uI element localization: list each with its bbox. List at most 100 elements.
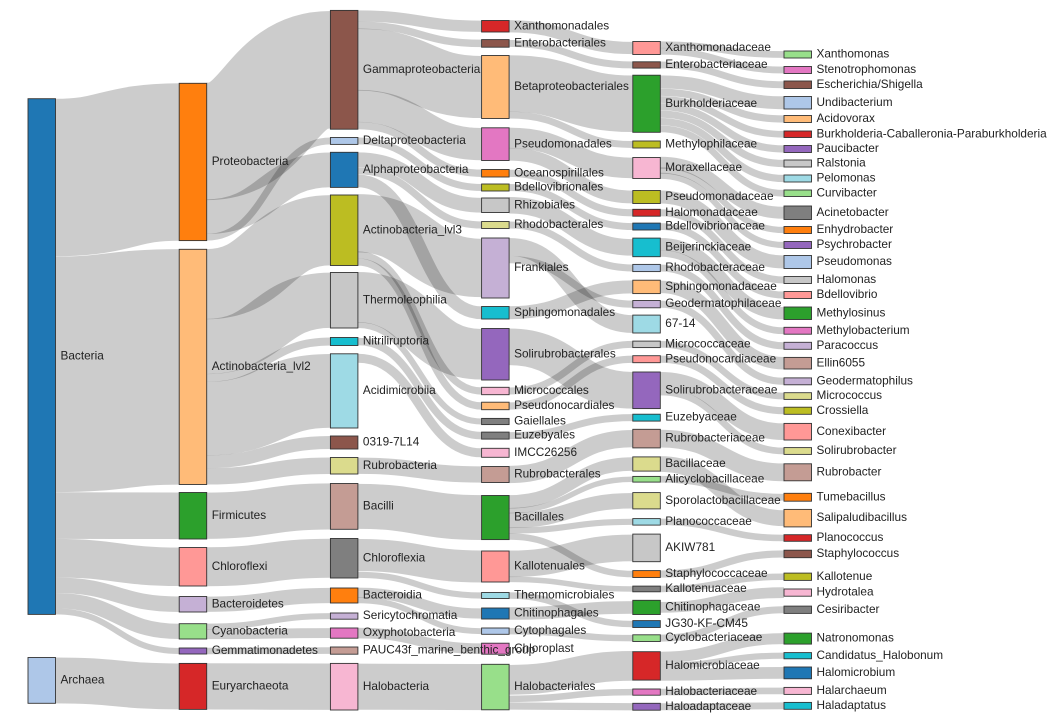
- svg-text:Sphingomonadaceae: Sphingomonadaceae: [665, 279, 777, 293]
- svg-text:Pseudomonadaceae: Pseudomonadaceae: [665, 189, 774, 203]
- svg-text:Xanthomonadaceae: Xanthomonadaceae: [665, 40, 771, 54]
- svg-text:Ralstonia: Ralstonia: [817, 156, 867, 170]
- svg-text:Pseudomonas: Pseudomonas: [817, 254, 893, 268]
- svg-text:Paucibacter: Paucibacter: [817, 141, 879, 155]
- svg-text:Halomonas: Halomonas: [817, 272, 877, 286]
- svg-text:Halomonadaceae: Halomonadaceae: [665, 205, 758, 219]
- svg-text:Rubrobacteria: Rubrobacteria: [363, 458, 438, 472]
- svg-text:Rubrobacteriaceae: Rubrobacteriaceae: [665, 431, 765, 445]
- svg-text:Gammaproteobacteria: Gammaproteobacteria: [363, 62, 481, 76]
- svg-text:Oceanospirillales: Oceanospirillales: [514, 165, 604, 179]
- svg-text:Chitinophagales: Chitinophagales: [514, 606, 599, 620]
- svg-text:Haloadaptaceae: Haloadaptaceae: [665, 699, 751, 713]
- svg-text:Pseudonocardiales: Pseudonocardiales: [514, 398, 614, 412]
- svg-text:Euryarchaeota: Euryarchaeota: [212, 679, 289, 693]
- svg-text:Acidimicrobiia: Acidimicrobiia: [363, 383, 436, 397]
- svg-text:Halobacteriaceae: Halobacteriaceae: [665, 684, 757, 698]
- svg-text:Frankiales: Frankiales: [514, 260, 569, 274]
- svg-text:Halomicrobium: Halomicrobium: [817, 665, 896, 679]
- svg-text:Hydrotalea: Hydrotalea: [817, 585, 874, 599]
- svg-text:Gaiellales: Gaiellales: [514, 414, 566, 428]
- svg-text:IMCC26256: IMCC26256: [514, 445, 577, 459]
- svg-text:Bdellovibrio: Bdellovibrio: [817, 287, 878, 301]
- svg-text:Chitinophagaceae: Chitinophagaceae: [665, 600, 761, 614]
- svg-text:Halobacteriales: Halobacteriales: [514, 679, 595, 693]
- svg-text:Betaproteobacteriales: Betaproteobacteriales: [514, 79, 629, 93]
- svg-text:Haladaptatus: Haladaptatus: [817, 698, 887, 712]
- svg-text:Halarchaeum: Halarchaeum: [817, 683, 887, 697]
- svg-text:Deltaproteobacteria: Deltaproteobacteria: [363, 133, 466, 147]
- svg-text:Sphingomonadales: Sphingomonadales: [514, 305, 615, 319]
- svg-text:Acinetobacter: Acinetobacter: [817, 205, 889, 219]
- svg-text:67-14: 67-14: [665, 316, 696, 330]
- svg-text:Beijerinckiaceae: Beijerinckiaceae: [665, 240, 751, 254]
- svg-text:Burkholderiaceae: Burkholderiaceae: [665, 96, 757, 110]
- svg-text:Methylosinus: Methylosinus: [817, 305, 886, 319]
- svg-text:Kallotenue: Kallotenue: [817, 569, 873, 583]
- svg-text:Chloroflexi: Chloroflexi: [212, 559, 268, 573]
- svg-text:Halobacteria: Halobacteria: [363, 679, 430, 693]
- svg-text:Methylobacterium: Methylobacterium: [817, 323, 910, 337]
- svg-text:Candidatus_Halobonum: Candidatus_Halobonum: [817, 648, 944, 662]
- svg-text:Curvibacter: Curvibacter: [817, 185, 877, 199]
- svg-text:Micrococcales: Micrococcales: [514, 383, 589, 397]
- svg-text:Micrococcaceae: Micrococcaceae: [665, 337, 751, 351]
- svg-text:Solirubrobacterales: Solirubrobacterales: [514, 346, 616, 360]
- svg-text:Enterobacteriaceae: Enterobacteriaceae: [665, 57, 768, 71]
- svg-text:JG30-KF-CM45: JG30-KF-CM45: [665, 616, 748, 630]
- svg-text:Kallotenuaceae: Kallotenuaceae: [665, 581, 747, 595]
- svg-text:Bdellovibrionales: Bdellovibrionales: [514, 180, 603, 194]
- svg-text:Natronomonas: Natronomonas: [817, 631, 894, 645]
- svg-text:Paracoccus: Paracoccus: [817, 338, 879, 352]
- svg-text:Salipaludibacillus: Salipaludibacillus: [817, 510, 908, 524]
- svg-text:Bacillales: Bacillales: [514, 510, 564, 524]
- svg-text:Geodermatophilus: Geodermatophilus: [817, 374, 913, 388]
- svg-text:Bdellovibrionaceae: Bdellovibrionaceae: [665, 219, 765, 233]
- svg-text:Planococcus: Planococcus: [817, 530, 884, 544]
- svg-text:Burkholderia-Caballeronia-Para: Burkholderia-Caballeronia-Paraburkholder…: [817, 126, 1048, 140]
- svg-text:Bacteroidetes: Bacteroidetes: [212, 596, 284, 610]
- svg-text:Bacteria: Bacteria: [61, 349, 105, 363]
- svg-text:Cyanobacteria: Cyanobacteria: [212, 624, 289, 638]
- svg-text:Ellin6055: Ellin6055: [817, 355, 866, 369]
- svg-text:Chloroflexia: Chloroflexia: [363, 550, 426, 564]
- svg-text:Bacteroidia: Bacteroidia: [363, 588, 422, 602]
- svg-text:Conexibacter: Conexibacter: [817, 424, 887, 438]
- svg-text:Alphaproteobacteria: Alphaproteobacteria: [363, 162, 469, 176]
- svg-text:Staphylococcus: Staphylococcus: [817, 546, 900, 560]
- svg-text:Actinobacteria_lvl3: Actinobacteria_lvl3: [363, 222, 462, 236]
- svg-text:Enhydrobacter: Enhydrobacter: [817, 222, 894, 236]
- svg-text:Geodermatophilaceae: Geodermatophilaceae: [665, 296, 782, 310]
- svg-text:Rhodobacteraceae: Rhodobacteraceae: [665, 260, 765, 274]
- svg-text:Kallotenuales: Kallotenuales: [514, 559, 585, 573]
- svg-text:PAUC43f_marine_benthic_group: PAUC43f_marine_benthic_group: [363, 643, 536, 657]
- svg-text:Tumebacillus: Tumebacillus: [817, 489, 886, 503]
- svg-text:Archaea: Archaea: [61, 673, 105, 687]
- svg-text:Pseudonocardiaceae: Pseudonocardiaceae: [665, 351, 776, 365]
- svg-text:Cesiribacter: Cesiribacter: [817, 602, 880, 616]
- svg-text:Stenotrophomonas: Stenotrophomonas: [817, 62, 917, 76]
- svg-text:Thermomicrobiales: Thermomicrobiales: [514, 588, 614, 602]
- svg-text:Rubrobacterales: Rubrobacterales: [514, 467, 601, 481]
- svg-text:Euzebyaceae: Euzebyaceae: [665, 410, 737, 424]
- svg-text:Chloroplast: Chloroplast: [514, 641, 574, 655]
- svg-text:Rhizobiales: Rhizobiales: [514, 197, 575, 211]
- svg-text:Actinobacteria_lvl2: Actinobacteria_lvl2: [212, 359, 311, 373]
- svg-text:Sporolactobacillaceae: Sporolactobacillaceae: [665, 493, 781, 507]
- svg-text:Undibacterium: Undibacterium: [817, 95, 893, 109]
- svg-text:Micrococcus: Micrococcus: [817, 388, 883, 402]
- svg-text:Firmicutes: Firmicutes: [212, 508, 267, 522]
- svg-text:Proteobacteria: Proteobacteria: [212, 154, 289, 168]
- svg-text:Crossiella: Crossiella: [817, 403, 869, 417]
- svg-text:Acidovorax: Acidovorax: [817, 111, 875, 125]
- svg-text:Euzebyales: Euzebyales: [514, 428, 575, 442]
- svg-text:Rubrobacter: Rubrobacter: [817, 464, 882, 478]
- svg-text:Xanthomonadales: Xanthomonadales: [514, 18, 609, 32]
- svg-text:Xanthomonas: Xanthomonas: [817, 47, 890, 61]
- svg-text:Pelomonas: Pelomonas: [817, 171, 876, 185]
- svg-text:Staphylococcaceae: Staphylococcaceae: [665, 566, 768, 580]
- svg-text:Moraxellaceae: Moraxellaceae: [665, 160, 742, 174]
- svg-text:Psychrobacter: Psychrobacter: [817, 237, 892, 251]
- svg-text:Rhodobacterales: Rhodobacterales: [514, 217, 603, 231]
- svg-text:Halomicrobiaceae: Halomicrobiaceae: [665, 658, 760, 672]
